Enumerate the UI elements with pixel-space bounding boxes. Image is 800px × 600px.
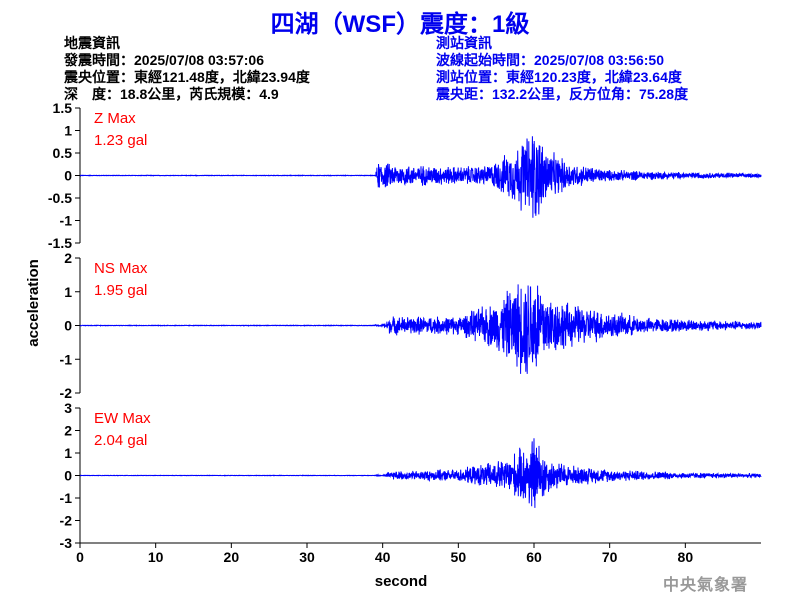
station-heading: 測站資訊 (436, 35, 492, 51)
depth-magnitude: 深 度：18.8公里，芮氏規模：4.9 (64, 86, 279, 102)
max-label: NS Max (94, 260, 148, 277)
waveform-ew (79, 438, 762, 508)
y-tick-label: -1 (60, 490, 73, 506)
x-tick-label: 30 (299, 549, 315, 565)
x-tick-label: 70 (602, 549, 618, 565)
y-tick-label: -0.5 (48, 190, 72, 206)
x-tick-label: 20 (224, 549, 240, 565)
x-tick-label: 0 (76, 549, 84, 565)
y-axis-label: acceleration (25, 259, 42, 347)
max-value: 1.23 gal (94, 132, 147, 149)
chart-title: 四湖（WSF）震度：1級 (270, 11, 530, 38)
x-tick-label: 40 (375, 549, 391, 565)
y-tick-label: 0 (64, 468, 72, 484)
x-axis-label: second (375, 573, 428, 590)
y-tick-label: 2 (64, 250, 72, 266)
epicentral-distance: 震央距：132.2公里，反方位角：75.28度 (436, 86, 689, 102)
watermark: 中央氣象署 (662, 575, 748, 594)
max-value: 2.04 gal (94, 432, 147, 449)
y-tick-label: 1 (64, 445, 72, 461)
waveform-z (79, 136, 762, 218)
wave-start: 波線起始時間：2025/07/08 03:56:50 (436, 52, 664, 68)
max-label: Z Max (94, 110, 136, 127)
y-tick-label: 0 (64, 318, 72, 334)
y-tick-label: 1 (64, 123, 72, 139)
y-tick-label: -1.5 (48, 235, 72, 251)
max-label: EW Max (94, 410, 151, 427)
waveform-ns (79, 284, 762, 374)
x-tick-label: 60 (526, 549, 542, 565)
x-tick-label: 50 (451, 549, 467, 565)
y-tick-label: 1.5 (53, 100, 73, 116)
y-tick-label: 0 (64, 168, 72, 184)
y-tick-label: 0.5 (53, 145, 73, 161)
earthquake-info: 地震資訊 發震時間：2025/07/08 03:57:06 震央位置：東經121… (64, 35, 310, 103)
y-tick-label: -1 (60, 351, 73, 367)
station-location: 測站位置：東經120.23度，北緯23.64度 (436, 69, 682, 85)
origin-time: 發震時間：2025/07/08 03:57:06 (64, 52, 264, 68)
eq-heading: 地震資訊 (64, 35, 120, 51)
epicenter: 震央位置：東經121.48度，北緯23.94度 (64, 69, 310, 85)
y-tick-label: -2 (60, 513, 73, 529)
y-tick-label: -1 (60, 213, 73, 229)
x-tick-label: 80 (678, 549, 694, 565)
max-value: 1.95 gal (94, 282, 147, 299)
y-tick-label: 3 (64, 400, 72, 416)
station-info: 測站資訊 波線起始時間：2025/07/08 03:56:50 測站位置：東經1… (436, 35, 688, 103)
y-tick-label: 2 (64, 423, 72, 439)
y-tick-label: 1 (64, 284, 72, 300)
y-tick-label: -2 (60, 385, 73, 401)
y-tick-label: -3 (60, 535, 73, 551)
x-tick-label: 10 (148, 549, 164, 565)
